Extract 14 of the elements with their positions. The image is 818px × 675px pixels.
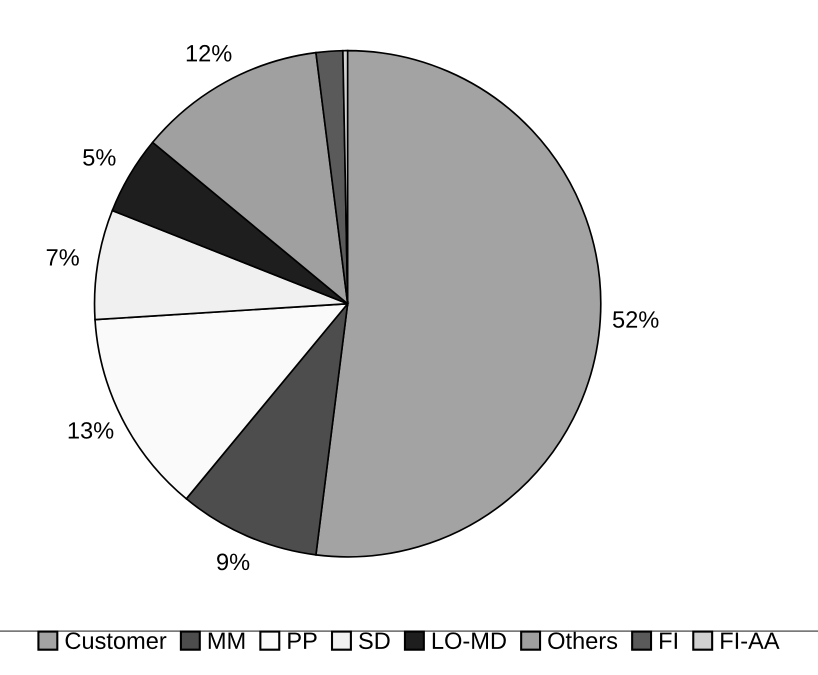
legend-label: PP: [288, 632, 317, 649]
legend-label: Customer: [66, 632, 166, 650]
legend-label: FI: [660, 632, 677, 649]
legend-label: Others: [548, 632, 618, 650]
data-label: 9%: [217, 554, 250, 570]
data-label: 52%: [612, 311, 658, 328]
data-label: 7%: [46, 249, 79, 266]
data-label: 12%: [186, 44, 232, 62]
legend-label: SD: [359, 632, 390, 650]
legend-label: FI-AA: [721, 632, 780, 649]
data-label: 13%: [68, 422, 114, 439]
legend-label: LO-MD: [432, 632, 506, 650]
legend-label: MM: [208, 632, 244, 649]
data-label: 5%: [83, 149, 116, 166]
